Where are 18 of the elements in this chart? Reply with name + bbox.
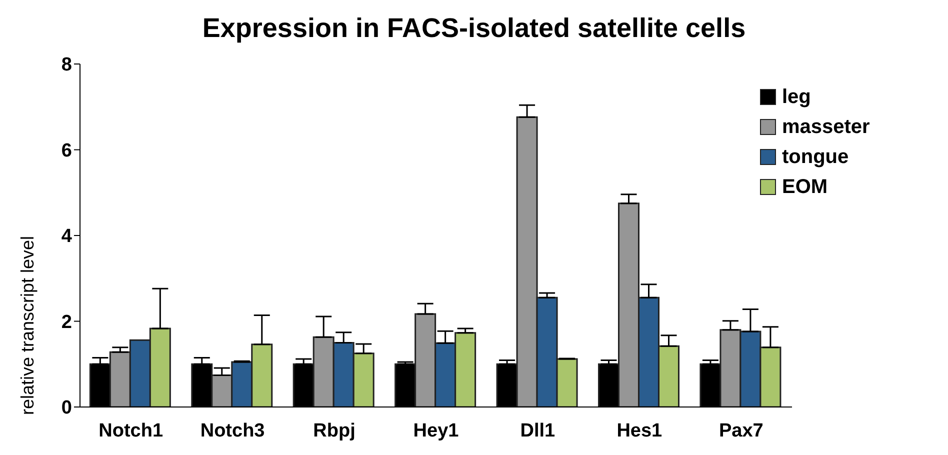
x-tick-label: Rbpj	[313, 420, 356, 442]
y-tick-label: 6	[61, 140, 72, 162]
legend-label: masseter	[782, 115, 870, 140]
chart-title: Expression in FACS-isolated satellite cells	[201, 12, 747, 45]
y-axis-title: relative transcript level	[17, 236, 38, 416]
x-tick-label: Pax7	[718, 420, 764, 442]
legend-label: tongue	[782, 145, 849, 170]
legend-label: EOM	[782, 175, 828, 200]
legend-label: leg	[782, 85, 811, 110]
x-tick-label: Hey1	[413, 420, 460, 442]
y-tick-label: 2	[61, 312, 72, 333]
x-tick-label: Hes1	[616, 420, 663, 442]
y-tick-label: 8	[61, 54, 72, 76]
x-tick-label: Notch1	[98, 420, 164, 442]
y-tick-label: 4	[61, 226, 72, 248]
x-tick-label: Dll1	[520, 420, 556, 442]
y-tick-label: 0	[61, 398, 72, 419]
x-tick-label: Notch3	[200, 420, 265, 442]
